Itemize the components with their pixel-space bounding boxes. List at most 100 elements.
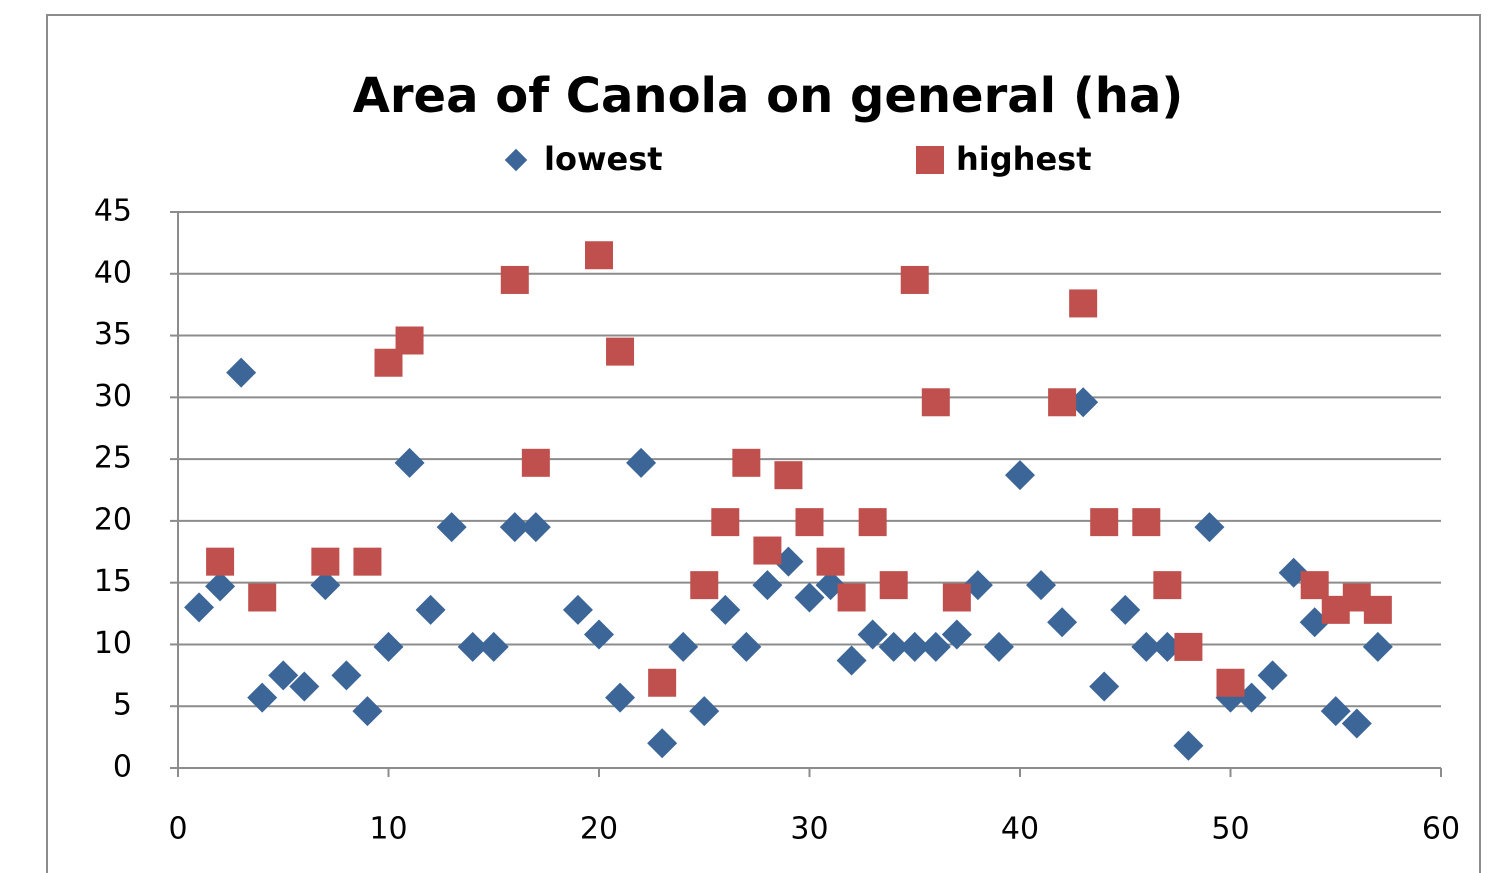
- point: [1048, 388, 1077, 417]
- point: [415, 594, 446, 625]
- point: [521, 448, 550, 477]
- point: [205, 571, 236, 602]
- x-tick-label: 0: [168, 812, 187, 847]
- point: [1362, 631, 1393, 662]
- y-tick-label: 15: [94, 564, 132, 599]
- point: [816, 547, 845, 576]
- y-tick-label: 0: [113, 750, 132, 785]
- point: [1089, 671, 1120, 702]
- point: [794, 582, 825, 613]
- point: [1257, 660, 1288, 691]
- point: [900, 265, 929, 294]
- point: [436, 512, 467, 543]
- point: [1320, 696, 1351, 727]
- point: [1026, 570, 1057, 601]
- point: [920, 631, 951, 662]
- point: [310, 570, 341, 601]
- point: [247, 682, 278, 713]
- point: [226, 357, 257, 388]
- point: [858, 508, 887, 537]
- point: [584, 619, 614, 650]
- point: [1047, 607, 1078, 638]
- x-tick-label: 10: [369, 812, 407, 847]
- y-tick-label: 25: [94, 441, 132, 476]
- point: [500, 265, 529, 294]
- point: [331, 660, 362, 691]
- point: [289, 671, 320, 702]
- point: [606, 337, 635, 366]
- point: [1194, 512, 1225, 543]
- point: [921, 388, 950, 417]
- point: [184, 592, 215, 623]
- legend-marker: [916, 146, 944, 174]
- point: [499, 512, 530, 543]
- point: [352, 696, 383, 727]
- point: [1363, 595, 1392, 624]
- point: [689, 696, 720, 727]
- point: [1005, 460, 1035, 491]
- point: [795, 508, 824, 537]
- point: [774, 461, 803, 490]
- point: [605, 682, 636, 713]
- point: [394, 447, 425, 478]
- point: [647, 728, 678, 759]
- point: [1090, 508, 1119, 537]
- point: [1174, 632, 1203, 661]
- point: [1131, 631, 1162, 662]
- x-tick-label: 50: [1211, 812, 1249, 847]
- point: [1132, 508, 1161, 537]
- y-tick-label: 5: [113, 688, 132, 723]
- chart-title: Area of Canola on general (ha): [353, 68, 1184, 124]
- point: [752, 570, 783, 601]
- point: [836, 645, 867, 676]
- x-tick-label: 20: [580, 812, 618, 847]
- point: [562, 594, 593, 625]
- y-tick-label: 45: [94, 194, 132, 229]
- point: [942, 583, 971, 612]
- chart-frame: [46, 14, 1481, 873]
- point: [1153, 571, 1182, 600]
- point: [983, 631, 1014, 662]
- point: [732, 448, 761, 477]
- point: [353, 547, 382, 576]
- point: [373, 631, 404, 662]
- point: [395, 326, 424, 355]
- point: [879, 571, 908, 600]
- y-tick-label: 20: [94, 502, 132, 537]
- x-tick-label: 40: [1001, 812, 1039, 847]
- point: [1069, 289, 1098, 318]
- point: [520, 512, 551, 543]
- x-tick-label: 30: [790, 812, 828, 847]
- y-tick-label: 10: [94, 626, 132, 661]
- point: [753, 536, 782, 565]
- point: [1341, 708, 1372, 739]
- point: [878, 631, 909, 662]
- point: [626, 447, 657, 478]
- point: [1110, 594, 1141, 625]
- point: [457, 631, 488, 662]
- point: [837, 583, 866, 612]
- point: [668, 631, 699, 662]
- point: [1173, 730, 1204, 761]
- legend-marker: [504, 148, 528, 172]
- y-tick-label: 30: [94, 379, 132, 414]
- point: [1216, 668, 1245, 697]
- point: [941, 619, 972, 650]
- point: [710, 594, 741, 625]
- point: [268, 660, 299, 691]
- point: [899, 631, 930, 662]
- point: [478, 631, 509, 662]
- point: [731, 631, 762, 662]
- y-tick-label: 35: [94, 317, 132, 352]
- point: [585, 241, 613, 270]
- point: [711, 508, 740, 537]
- y-tick-label: 40: [94, 255, 132, 290]
- point: [206, 547, 235, 576]
- point: [1300, 571, 1329, 600]
- legend-label: highest: [956, 140, 1091, 178]
- point: [690, 571, 719, 600]
- point: [248, 583, 277, 612]
- point: [857, 619, 888, 650]
